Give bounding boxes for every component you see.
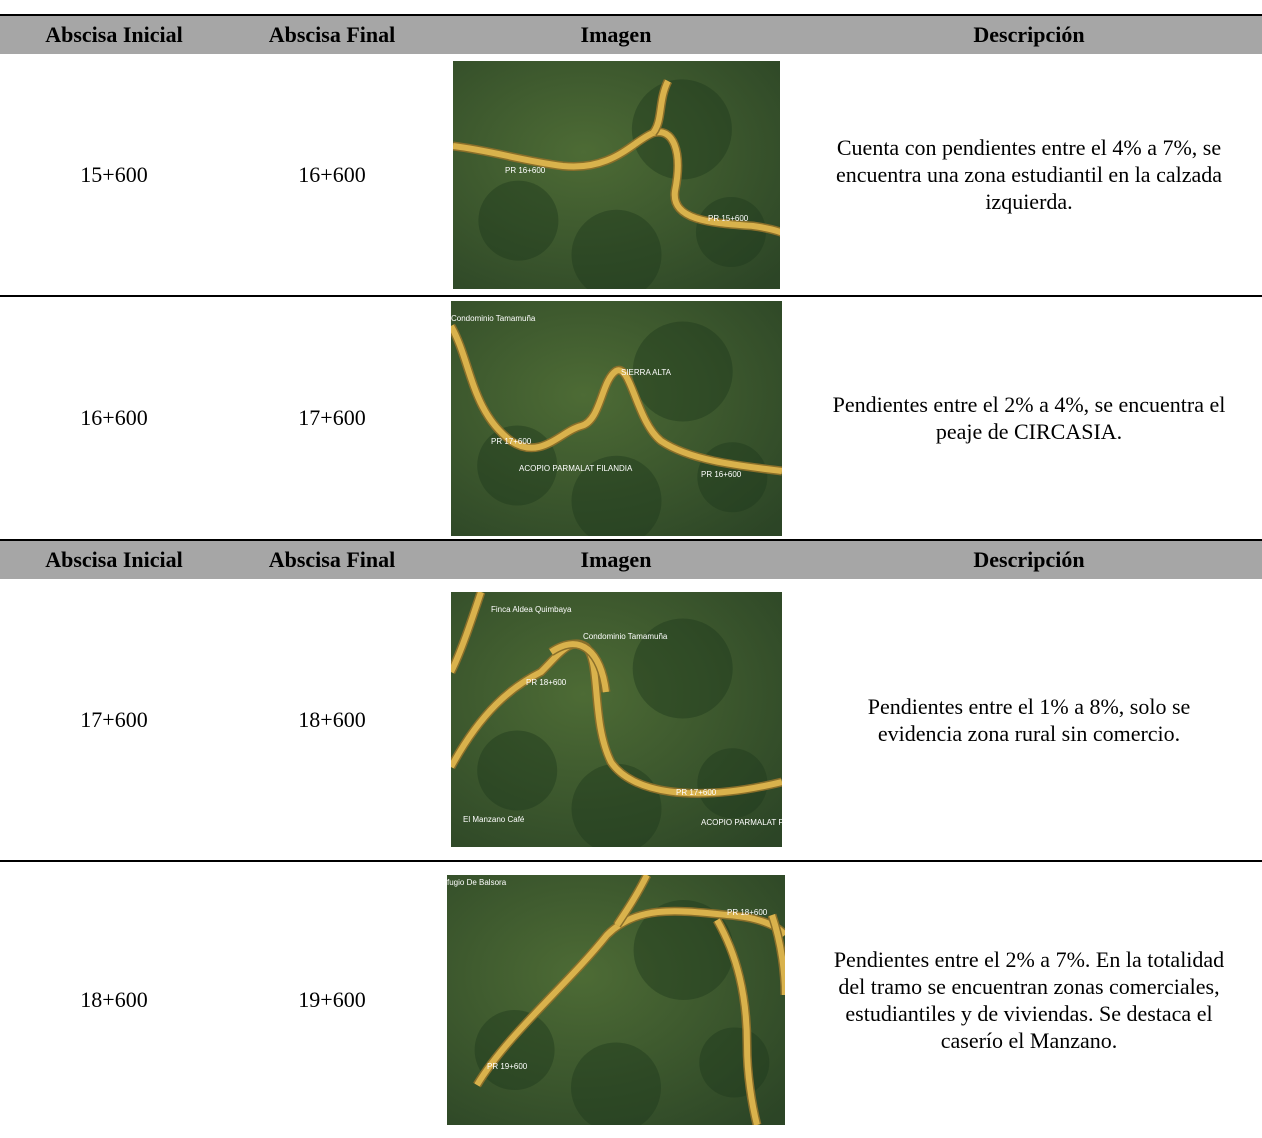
map-label: El Manzano Café [463,815,525,824]
map-label: fugio De Balsora [447,878,507,887]
header-cell: Abscisa Inicial [0,15,228,54]
forest-patch [478,180,558,260]
header-cell: Descripción [796,15,1262,54]
description: Pendientes entre el 2% a 4%, se encuentr… [796,296,1262,540]
map-label: ACOPIO PARMALAT FILANDIA [519,464,633,473]
map-label: ACOPIO PARMALAT FI [701,818,782,827]
map-label: PR 15+600 [708,214,749,223]
map-label: PR 17+600 [676,788,717,797]
header-cell: Abscisa Inicial [0,540,228,579]
map-label: PR 16+600 [701,470,742,479]
map-label: Condominio Tamamuña [583,632,668,641]
abscisa-inicial: 17+600 [0,579,228,861]
abscisa-inicial: 15+600 [0,54,228,296]
description: Pendientes entre el 2% a 7%. En la total… [796,861,1262,1137]
header-cell: Abscisa Final [228,15,436,54]
map-label: PR 19+600 [487,1062,528,1071]
map-image: fugio De Balsora PR 18+600 PR 19+600 [447,875,785,1125]
abscisa-final: 19+600 [228,861,436,1137]
map-image: PR 16+600 PR 15+600 [453,61,780,289]
map-image: Finca Aldea Quimbaya Condominio Tamamuña P… [451,592,782,847]
map-label: Condominio Tamamuña [451,314,536,323]
image-cell: Condominio Tamamuña SIERRA ALTA PR 17+600 A… [436,296,796,540]
header-cell: Descripción [796,540,1262,579]
map-label: PR 18+600 [727,908,768,917]
header-cell: Imagen [436,15,796,54]
map-label: PR 18+600 [526,678,567,687]
abscisa-inicial: 18+600 [0,861,228,1137]
abscisa-final: 16+600 [228,54,436,296]
map-label: SIERRA ALTA [621,368,672,377]
abscisa-inicial: 16+600 [0,296,228,540]
header-cell: Abscisa Final [228,540,436,579]
image-cell: Finca Aldea Quimbaya Condominio Tamamuña P… [436,579,796,861]
abscisa-final: 17+600 [228,296,436,540]
map-label: PR 17+600 [491,437,532,446]
description: Cuenta con pendientes entre el 4% a 7%, … [796,54,1262,296]
forest-patch [699,1027,769,1097]
map-label: Finca Aldea Quimbaya [491,605,572,614]
abscisa-final: 18+600 [228,579,436,861]
map-image: Condominio Tamamuña SIERRA ALTA PR 17+600 A… [451,301,782,536]
document: Abscisa InicialAbscisa FinalImagenDescri… [0,0,1262,1137]
header-cell: Imagen [436,540,796,579]
image-cell: fugio De Balsora PR 18+600 PR 19+600 [436,861,796,1137]
description: Pendientes entre el 1% a 8%, solo se evi… [796,579,1262,861]
forest-patch [477,731,557,811]
map-label: PR 16+600 [505,166,546,175]
image-cell: PR 16+600 PR 15+600 [436,54,796,296]
forest-patch [695,197,765,267]
